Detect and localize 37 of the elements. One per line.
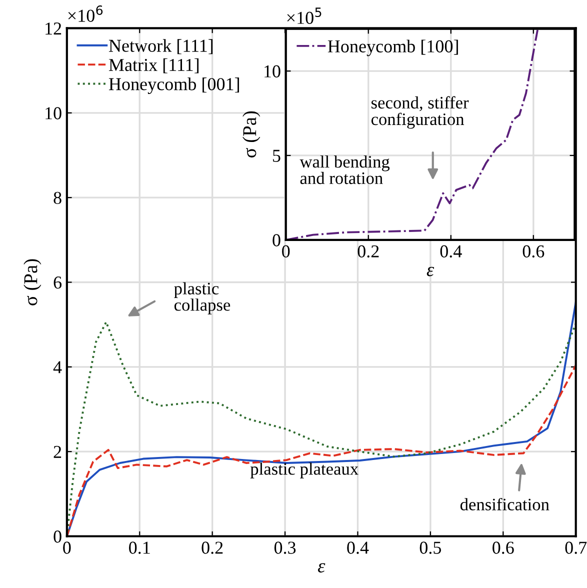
x-tick-label: 0.1 [129,542,150,554]
y-tick-label: 6 [54,276,62,289]
legend-label: Matrix [111] [108,58,199,74]
y-tick-label: 10 [46,107,62,120]
legend-label: Honeycomb [100] [328,40,458,56]
y-tick-label: 5 [273,150,280,162]
x-tick-label: 0.6 [522,245,544,258]
annotation: plastic plateaux [250,462,358,478]
x-tick-label: 0.2 [358,245,379,258]
legend-label: Honeycomb [001] [108,78,239,94]
y-axis-title: σ (Pa) [24,259,42,306]
y-axis-title: σ (Pa) [242,111,260,158]
annotation: second, stiffer configuration [371,96,469,129]
y-tick-label: 0 [272,234,280,246]
annotation: densification [460,498,550,510]
x-tick-label: 0 [63,542,71,554]
annotation: plastic collapse [174,282,230,314]
y-tick-label: 0 [54,530,62,543]
x-axis-title: ε [426,266,434,276]
x-tick-label: 0.7 [565,542,587,554]
y-tick-label: 2 [54,446,62,458]
annotation: wall bending and rotation [300,155,390,184]
x-tick-label: 0.2 [202,542,223,554]
x-axis-title: ε [318,563,326,573]
x-tick-label: 0.5 [420,542,442,554]
x-tick-label: 0 [282,245,290,258]
y-tick-label: 10 [264,65,280,78]
x-tick-label: 0.4 [440,245,462,258]
y-tick-label: 4 [53,361,62,374]
x-tick-label: 0.3 [274,542,296,554]
y-tick-label: 8 [54,192,62,204]
legend-label: Network [111] [108,39,213,54]
x-tick-label: 0.4 [347,542,369,554]
x-tick-label: 0.6 [492,542,514,554]
y-tick-label: 12 [46,22,62,34]
text: ×10$^{6}$ [68,5,103,22]
text: ×10$^{5}$ [287,8,322,24]
